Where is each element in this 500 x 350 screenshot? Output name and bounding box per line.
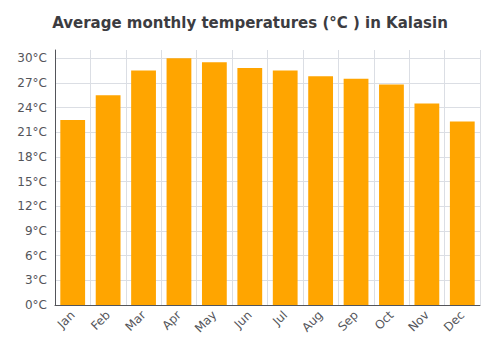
svg-text:Aug: Aug	[299, 308, 325, 334]
svg-text:Jan: Jan	[54, 308, 78, 332]
svg-text:21°C: 21°C	[17, 125, 47, 139]
svg-text:12°C: 12°C	[17, 199, 47, 213]
svg-text:Mar: Mar	[123, 308, 149, 334]
svg-text:6°C: 6°C	[25, 249, 47, 263]
svg-text:Jul: Jul	[269, 308, 290, 329]
svg-text:May: May	[192, 308, 219, 335]
svg-text:Feb: Feb	[88, 308, 113, 333]
svg-text:Dec: Dec	[441, 308, 467, 334]
svg-text:Nov: Nov	[405, 308, 431, 334]
svg-text:Sep: Sep	[335, 308, 361, 334]
svg-text:3°C: 3°C	[25, 273, 47, 287]
svg-text:24°C: 24°C	[17, 101, 47, 115]
svg-text:30°C: 30°C	[17, 51, 47, 65]
svg-text:27°C: 27°C	[17, 76, 47, 90]
svg-text:9°C: 9°C	[25, 224, 47, 238]
svg-text:15°C: 15°C	[17, 175, 47, 189]
svg-text:Jun: Jun	[231, 308, 255, 332]
svg-text:18°C: 18°C	[17, 150, 47, 164]
svg-text:Oct: Oct	[372, 308, 397, 333]
svg-text:Average monthly temperatures (: Average monthly temperatures (°C ) in Ka…	[52, 14, 448, 32]
svg-text:Apr: Apr	[159, 308, 184, 333]
svg-text:0°C: 0°C	[25, 298, 47, 312]
